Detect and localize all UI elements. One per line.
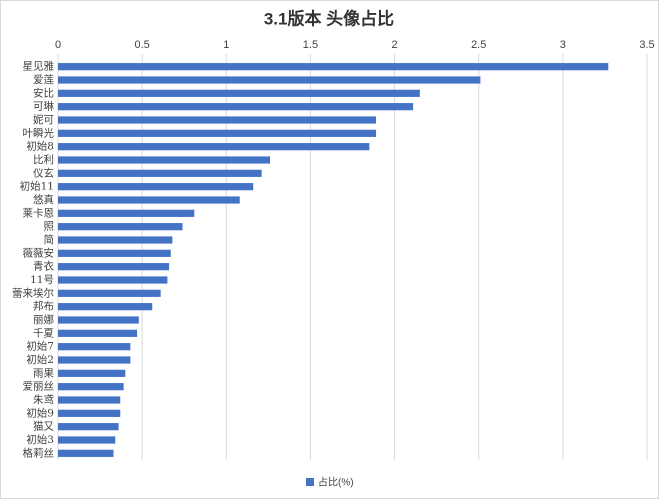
y-tick-label: 朱鸢 [33, 393, 54, 406]
y-tick-label: 叶瞬光 [23, 126, 55, 139]
y-tick-label: 初始9 [26, 406, 54, 419]
y-tick-label: 青衣 [33, 260, 54, 273]
y-tick-label: 初始7 [26, 340, 54, 353]
bar [58, 143, 370, 151]
y-tick-label: 初始2 [26, 353, 54, 366]
bar [58, 156, 271, 164]
bar [58, 89, 420, 97]
bar [58, 383, 124, 391]
y-tick-label: 比利 [33, 153, 54, 166]
y-tick-label: 星见雅 [23, 60, 55, 73]
bar [58, 223, 183, 231]
bar [58, 236, 173, 244]
x-tick-label: 1 [223, 39, 229, 51]
x-tick-label: 2.5 [471, 39, 486, 51]
bar [58, 209, 195, 217]
bar [58, 196, 240, 204]
bar [58, 449, 114, 457]
bar [58, 343, 131, 351]
bar [58, 369, 126, 377]
y-tick-label: 丽娜 [33, 313, 54, 326]
y-tick-label: 薇薇安 [23, 246, 55, 259]
y-tick-label: 初始11 [20, 180, 54, 193]
bar [58, 263, 170, 271]
bar [58, 63, 609, 71]
y-tick-label: 爱丽丝 [23, 380, 55, 393]
y-tick-label: 雨果 [33, 367, 54, 379]
bar [58, 183, 254, 191]
y-tick-label: 初始3 [26, 433, 54, 446]
y-tick-label: 爱莲 [33, 73, 54, 86]
bar [58, 409, 121, 417]
y-tick-label: 蕾来埃尔 [12, 286, 54, 299]
y-tick-label: 猫又 [33, 420, 54, 433]
y-tick-label: 莱卡恩 [23, 206, 55, 219]
x-tick-label: 0.5 [134, 39, 149, 51]
bar [58, 356, 131, 364]
bar [58, 116, 377, 124]
legend-label: 占比(%) [318, 476, 354, 489]
bar [58, 276, 168, 284]
y-tick-label: 简 [44, 233, 55, 246]
bar [58, 103, 414, 111]
bar [58, 249, 171, 257]
x-tick-label: 3.5 [639, 39, 654, 51]
legend-swatch [306, 478, 314, 486]
y-tick-label: 悠真 [33, 193, 54, 206]
bar [58, 129, 377, 137]
y-tick-label: 初始8 [26, 140, 54, 153]
y-tick-label: 11号 [30, 274, 54, 286]
y-tick-label: 可琳 [33, 101, 54, 113]
x-tick-label: 2 [392, 39, 398, 51]
y-tick-label: 仪玄 [33, 166, 54, 179]
y-tick-label: 格莉丝 [23, 446, 55, 459]
y-tick-label: 照 [44, 221, 55, 233]
chart-title: 3.1版本 头像占比 [264, 8, 394, 28]
bar [58, 303, 153, 311]
bar [58, 76, 481, 84]
bar [58, 423, 119, 431]
x-tick-label: 1.5 [303, 39, 318, 51]
y-tick-label: 妮可 [33, 113, 54, 126]
x-tick-label: 3 [560, 39, 566, 51]
x-tick-label: 0 [55, 39, 61, 51]
bar [58, 169, 262, 177]
bar [58, 316, 139, 324]
bar [58, 329, 138, 337]
y-tick-label: 邦布 [33, 300, 54, 313]
bar [58, 436, 116, 444]
bar [58, 396, 121, 404]
bar [58, 289, 161, 297]
y-tick-label: 千夏 [33, 327, 54, 339]
y-tick-label: 安比 [33, 86, 54, 99]
